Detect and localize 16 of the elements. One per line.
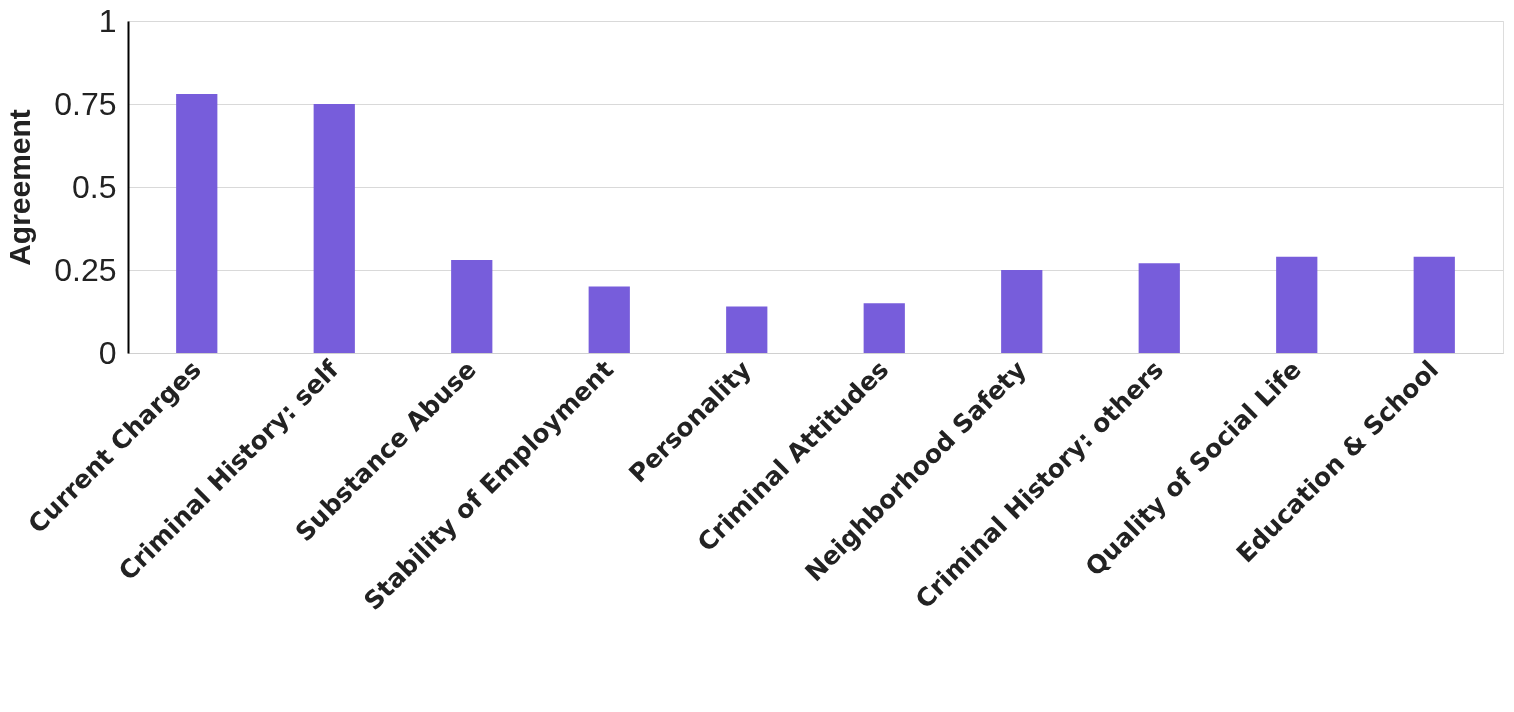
bar (726, 306, 768, 353)
y-tick-label: 1 (98, 2, 117, 39)
y-tick-label: 0 (98, 334, 117, 371)
bar (1138, 263, 1180, 353)
bar (451, 260, 493, 353)
bar (313, 104, 355, 353)
y-axis-title: Agreement (3, 109, 37, 266)
bar (863, 303, 905, 353)
bar (1276, 256, 1318, 353)
bar (176, 94, 218, 353)
bar (1413, 256, 1455, 353)
y-tick-label: 0.25 (54, 251, 117, 288)
y-tick-label: 0.75 (54, 85, 117, 122)
bar (588, 286, 630, 353)
bar (1001, 270, 1043, 353)
y-tick-label: 0.5 (72, 168, 117, 205)
